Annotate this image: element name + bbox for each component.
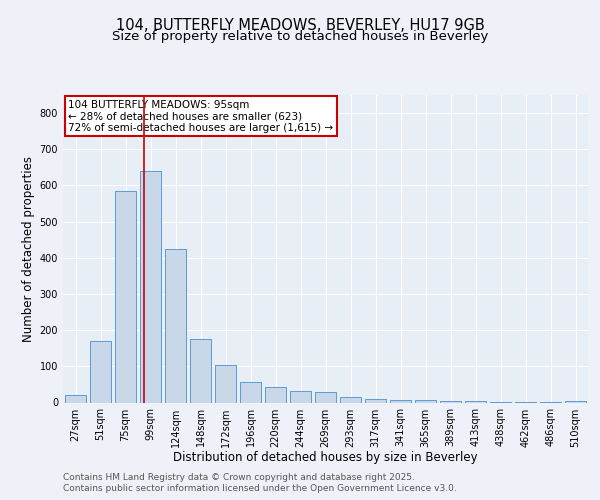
Text: 104 BUTTERFLY MEADOWS: 95sqm
← 28% of detached houses are smaller (623)
72% of s: 104 BUTTERFLY MEADOWS: 95sqm ← 28% of de… [68,100,334,133]
Text: Contains public sector information licensed under the Open Government Licence v3: Contains public sector information licen… [63,484,457,493]
Bar [165,248,186,402]
Bar [440,401,461,402]
Bar [90,341,111,402]
Bar [190,339,211,402]
Bar [365,399,386,402]
Bar [565,400,586,402]
Bar [265,388,286,402]
Bar [415,400,436,402]
X-axis label: Distribution of detached houses by size in Beverley: Distribution of detached houses by size … [173,451,478,464]
Bar [390,400,411,402]
Text: 104, BUTTERFLY MEADOWS, BEVERLEY, HU17 9GB: 104, BUTTERFLY MEADOWS, BEVERLEY, HU17 9… [116,18,484,32]
Bar [140,171,161,402]
Bar [215,364,236,403]
Y-axis label: Number of detached properties: Number of detached properties [22,156,35,342]
Bar [240,382,261,402]
Text: Contains HM Land Registry data © Crown copyright and database right 2025.: Contains HM Land Registry data © Crown c… [63,472,415,482]
Bar [115,191,136,402]
Bar [315,392,336,402]
Bar [65,396,86,402]
Bar [290,391,311,402]
Bar [340,398,361,402]
Text: Size of property relative to detached houses in Beverley: Size of property relative to detached ho… [112,30,488,43]
